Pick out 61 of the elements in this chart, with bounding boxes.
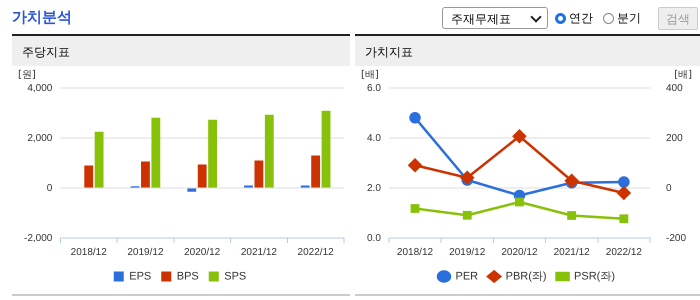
- x-tick-label: 2018/12: [396, 246, 434, 258]
- bar: [141, 162, 150, 188]
- bar: [254, 160, 264, 188]
- chart-title: 주당지표: [12, 34, 350, 66]
- y2-tick-label: 400: [666, 82, 684, 94]
- point: [617, 186, 631, 200]
- y-axis-title: [원]: [18, 70, 36, 81]
- y-tick-label: 0.0: [366, 232, 382, 244]
- chart-title: 가치지표: [355, 34, 700, 66]
- x-tick-label: 2022/12: [298, 246, 334, 258]
- x-tick-label: 2019/12: [449, 246, 486, 258]
- y-tick-label: 6.0: [366, 82, 382, 94]
- x-tick-label: 2020/12: [184, 246, 221, 258]
- bar: [311, 156, 320, 188]
- x-tick-label: 2021/12: [240, 246, 278, 258]
- dropdown: 주재무제표: [442, 7, 548, 29]
- y-tick-label: -2,000: [24, 232, 53, 244]
- legend-label: BPS: [176, 270, 199, 283]
- y2-tick-label: 0: [666, 182, 672, 194]
- point: [567, 211, 576, 220]
- x-tick-label: 2019/12: [127, 246, 164, 258]
- bar: [208, 120, 217, 188]
- y-tick-label: 0: [46, 182, 53, 194]
- x-tick-label: 2021/12: [554, 246, 590, 258]
- y-tick-label: 2,000: [27, 132, 53, 144]
- bar: [264, 114, 274, 188]
- y-tick-label: 2.0: [366, 182, 382, 194]
- point: [619, 214, 628, 224]
- bar: [322, 110, 330, 188]
- point: [515, 198, 524, 206]
- point: [512, 130, 526, 143]
- bar: [84, 166, 94, 188]
- bar: [151, 118, 160, 188]
- legend-label: PSR(좌): [574, 270, 616, 283]
- bar: [198, 164, 207, 188]
- point: [409, 112, 421, 124]
- legend-label: SPS: [224, 270, 246, 283]
- point: [408, 158, 422, 172]
- point: [410, 204, 420, 213]
- x-tick-label: 2020/12: [501, 246, 538, 258]
- radio-button: 연간: [555, 10, 593, 27]
- legend-label: PER: [455, 270, 478, 283]
- x-tick-label: 2022/12: [606, 246, 642, 258]
- y2-tick-label: 200: [666, 132, 684, 144]
- y-tick-label: 4,000: [27, 82, 53, 94]
- bar: [94, 132, 104, 188]
- radio-button: 분기: [603, 10, 641, 27]
- legend-label: EPS: [129, 270, 152, 283]
- y-tick-label: 4.0: [366, 132, 382, 144]
- point: [564, 174, 578, 188]
- point: [460, 171, 474, 184]
- point: [462, 210, 472, 220]
- y-axis-title: [배]: [361, 70, 379, 81]
- x-tick-label: 2018/12: [70, 246, 108, 258]
- y2-tick-label: -200: [666, 232, 686, 244]
- text: 가치분석: [12, 8, 72, 27]
- search-button: 검색: [658, 7, 698, 30]
- bar: [187, 188, 196, 192]
- y2-axis-title: [배]: [674, 70, 692, 81]
- legend-label: PBR(좌): [506, 270, 547, 283]
- point: [618, 176, 630, 188]
